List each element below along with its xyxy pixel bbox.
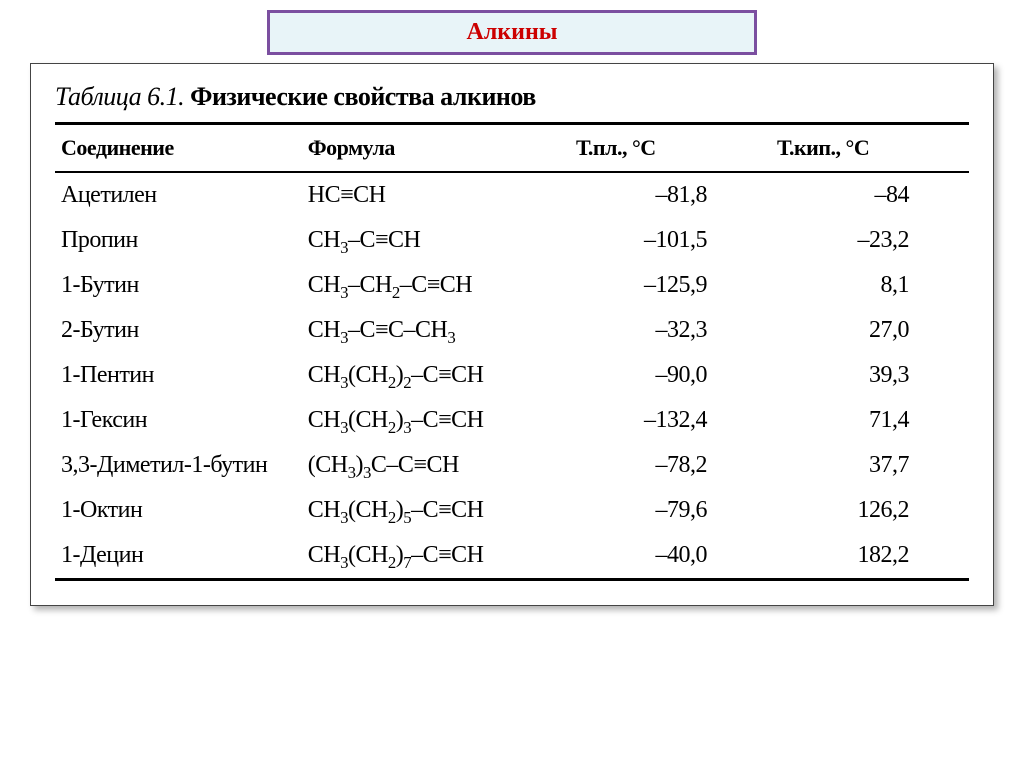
col-formula: Формула [302,124,576,173]
cell-bp: 8,1 [777,263,969,308]
cell-bp: 39,3 [777,353,969,398]
cell-formula: CH3–C≡C–CH3 [302,308,576,353]
cell-compound: 1-Бутин [55,263,302,308]
cell-compound: Пропин [55,218,302,263]
table-row: ПропинCH3–C≡CH–101,5–23,2 [55,218,969,263]
cell-compound: 3,3-Диметил-1-бутин [55,443,302,488]
cell-mp: –101,5 [576,218,777,263]
cell-formula: CH3(CH2)3–C≡CH [302,398,576,443]
page-title-box: Алкины [267,10,757,55]
cell-bp: 126,2 [777,488,969,533]
cell-formula: (CH3)3C–C≡CH [302,443,576,488]
cell-bp: 37,7 [777,443,969,488]
cell-mp: –79,6 [576,488,777,533]
cell-compound: Ацетилен [55,172,302,218]
cell-mp: –32,3 [576,308,777,353]
cell-bp: 71,4 [777,398,969,443]
cell-bp: 182,2 [777,533,969,580]
col-bp: Т.кип., °С [777,124,969,173]
cell-mp: –81,8 [576,172,777,218]
table-row: 2-БутинCH3–C≡C–CH3–32,327,0 [55,308,969,353]
table-row: 1-ОктинCH3(CH2)5–C≡CH–79,6126,2 [55,488,969,533]
table-row: 1-ГексинCH3(CH2)3–C≡CH–132,471,4 [55,398,969,443]
col-compound: Соединение [55,124,302,173]
cell-mp: –40,0 [576,533,777,580]
table-row: 1-БутинCH3–CH2–C≡CH–125,98,1 [55,263,969,308]
table-row: 1-ДецинCH3(CH2)7–C≡CH–40,0182,2 [55,533,969,580]
cell-mp: –125,9 [576,263,777,308]
cell-formula: CH3(CH2)5–C≡CH [302,488,576,533]
cell-compound: 1-Октин [55,488,302,533]
cell-formula: CH3–C≡CH [302,218,576,263]
caption-lead: Таблица 6.1. [55,82,184,111]
cell-compound: 1-Гексин [55,398,302,443]
table-body: АцетиленHC≡CH–81,8–84ПропинCH3–C≡CH–101,… [55,172,969,580]
cell-compound: 1-Пентин [55,353,302,398]
cell-bp: –84 [777,172,969,218]
cell-formula: CH3(CH2)2–C≡CH [302,353,576,398]
cell-mp: –90,0 [576,353,777,398]
cell-bp: 27,0 [777,308,969,353]
table-header-row: Соединение Формула Т.пл., °С Т.кип., °С [55,124,969,173]
table-caption: Таблица 6.1. Физические свойства алкинов [55,82,969,112]
table-row: 3,3-Диметил-1-бутин(CH3)3C–C≡CH–78,237,7 [55,443,969,488]
cell-compound: 2-Бутин [55,308,302,353]
alkynes-table: Соединение Формула Т.пл., °С Т.кип., °С … [55,122,969,581]
cell-formula: HC≡CH [302,172,576,218]
page-title: Алкины [466,19,557,45]
col-mp: Т.пл., °С [576,124,777,173]
cell-bp: –23,2 [777,218,969,263]
table-frame: Таблица 6.1. Физические свойства алкинов… [30,63,994,606]
cell-mp: –132,4 [576,398,777,443]
cell-formula: CH3–CH2–C≡CH [302,263,576,308]
cell-mp: –78,2 [576,443,777,488]
table-row: 1-ПентинCH3(CH2)2–C≡CH–90,039,3 [55,353,969,398]
table-row: АцетиленHC≡CH–81,8–84 [55,172,969,218]
caption-body: Физические свойства алкинов [190,82,536,111]
cell-formula: CH3(CH2)7–C≡CH [302,533,576,580]
cell-compound: 1-Децин [55,533,302,580]
